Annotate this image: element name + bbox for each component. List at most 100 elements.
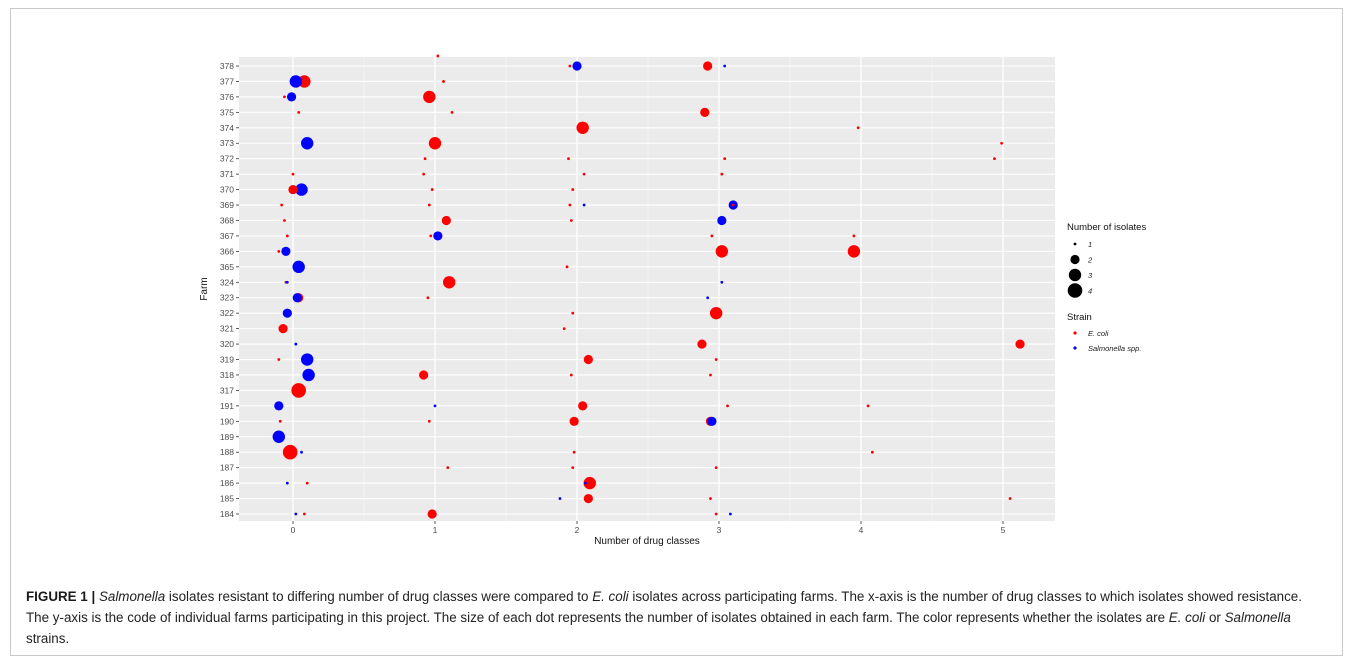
ecoli-point [441, 215, 451, 226]
size-legend-key [1070, 254, 1080, 265]
strain-legend-label: Salmonella spp. [1088, 344, 1141, 353]
size-legend-label: 2 [1087, 256, 1093, 265]
ecoli-point [709, 306, 723, 320]
ecoli-point [993, 157, 996, 161]
ecoli-point [569, 373, 573, 377]
ecoli-point [710, 234, 714, 238]
x-tick-label: 4 [859, 525, 864, 535]
caption-label: FIGURE 1 | [26, 589, 99, 604]
ecoli-point [305, 481, 309, 485]
salmonella-point [584, 481, 587, 485]
ecoli-point [430, 188, 434, 191]
ecoli-point [427, 509, 437, 519]
ecoli-point [568, 203, 572, 207]
ecoli-point [291, 172, 295, 176]
ecoli-point [283, 95, 286, 99]
ecoli-point [446, 466, 450, 470]
y-tick-label: 372 [220, 154, 234, 164]
size-legend-title: Number of isolates [1067, 222, 1146, 233]
y-tick-label: 320 [220, 339, 234, 349]
ecoli-point [583, 354, 593, 365]
salmonella-point [301, 353, 314, 366]
salmonella-point [433, 404, 437, 408]
y-tick-label: 375 [220, 107, 234, 117]
ecoli-point [427, 419, 431, 423]
ecoli-point [571, 188, 575, 191]
ecoli-point [715, 245, 729, 258]
strain-legend-title: Strain [1067, 312, 1092, 323]
salmonella-point [272, 430, 285, 443]
y-tick-label: 317 [220, 385, 234, 395]
ecoli-point [856, 126, 860, 130]
x-tick-label: 1 [433, 525, 438, 535]
size-legend-label: 4 [1088, 287, 1092, 296]
strain-legend-key [1073, 331, 1077, 335]
ecoli-point [568, 64, 572, 68]
ecoli-point [700, 107, 710, 117]
caption-text: Salmonella [1224, 610, 1291, 625]
caption-text: strains. [26, 631, 70, 646]
y-tick-label: 322 [220, 308, 234, 318]
y-tick-label: 190 [220, 416, 234, 426]
y-tick-label: 186 [220, 478, 234, 488]
ecoli-point [450, 110, 454, 114]
ecoli-point [565, 265, 569, 269]
y-tick-label: 371 [220, 169, 234, 179]
caption-text: isolates across participating farms. The… [26, 589, 1302, 625]
ecoli-point [277, 358, 281, 361]
salmonella-point [282, 308, 292, 318]
ecoli-point [723, 157, 727, 161]
y-axis-title: Farm [199, 277, 210, 300]
ecoli-point [576, 121, 589, 134]
x-axis-title: Number of drug classes [594, 536, 700, 547]
ecoli-point [280, 203, 284, 207]
caption-text: Salmonella [98, 589, 166, 604]
x-tick-label: 0 [291, 525, 296, 535]
y-tick-label: 368 [220, 215, 234, 225]
y-tick-label: 185 [220, 494, 234, 504]
y-tick-label: 191 [220, 401, 234, 411]
salmonella-point [433, 231, 443, 241]
ecoli-point [285, 234, 289, 238]
ecoli-point [578, 401, 588, 411]
salmonella-point [285, 280, 289, 284]
size-legend-key [1068, 268, 1082, 282]
ecoli-point [423, 157, 427, 161]
strain-legend-key [1073, 346, 1077, 350]
salmonella-point [274, 401, 284, 411]
ecoli-point [567, 157, 570, 161]
ecoli-point [703, 61, 713, 71]
ecoli-point [422, 172, 426, 176]
y-tick-label: 366 [220, 246, 234, 256]
y-tick-label: 187 [220, 463, 234, 473]
salmonella-point [301, 137, 314, 150]
salmonella-point [292, 260, 305, 274]
ecoli-point [870, 450, 874, 454]
y-tick-label: 324 [220, 277, 234, 287]
ecoli-point [443, 276, 456, 289]
salmonella-point [723, 64, 727, 68]
caption-text: isolates resistant to differing number o… [165, 589, 593, 604]
ecoli-point [714, 358, 718, 361]
salmonella-point [707, 416, 717, 426]
ecoli-point [1000, 141, 1003, 145]
figure-caption: FIGURE 1 | Salmonella isolates resistant… [26, 586, 1326, 649]
ecoli-point [572, 450, 576, 454]
strain-legend-label: E. coli [1088, 329, 1109, 338]
y-tick-label: 370 [220, 185, 234, 195]
ecoli-point [571, 466, 575, 470]
salmonella-point [285, 481, 289, 485]
salmonella-point [281, 246, 291, 256]
y-tick-label: 184 [220, 509, 234, 519]
ecoli-point [714, 466, 718, 470]
ecoli-point [569, 219, 573, 222]
y-tick-label: 377 [220, 76, 234, 86]
ecoli-point [731, 203, 735, 207]
size-legend-key [1073, 242, 1077, 246]
ecoli-point [436, 54, 440, 58]
ecoli-point [427, 203, 431, 207]
ecoli-point [714, 512, 718, 516]
y-tick-label: 367 [220, 231, 234, 241]
caption-text: E. coli [592, 589, 629, 604]
salmonella-point [720, 280, 724, 284]
